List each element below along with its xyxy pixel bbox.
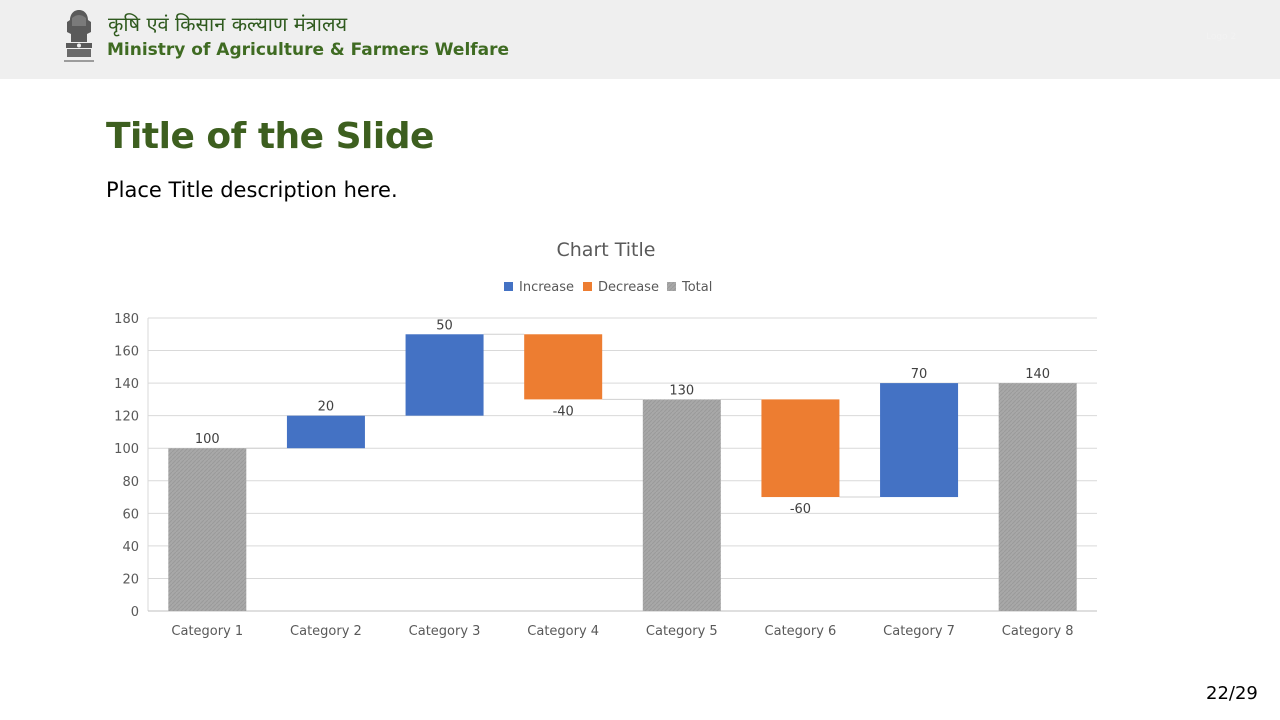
bar-decrease: [761, 399, 840, 498]
y-tick-label: 20: [122, 572, 139, 587]
x-tick-label: Category 2: [290, 624, 362, 639]
data-label: 20: [318, 400, 335, 415]
slide-title: Title of the Slide: [106, 116, 434, 157]
x-tick-label: Category 1: [171, 624, 243, 639]
data-label: -40: [553, 404, 574, 419]
x-axis: Category 1 Category 2 Category 3 Category 4…: [171, 624, 1073, 639]
data-label: 140: [1025, 367, 1050, 382]
x-tick-label: Category 8: [1002, 624, 1074, 639]
y-tick-label: 100: [114, 442, 139, 457]
ministry-hindi-title: कृषि एवं किसान कल्याण मंत्रालय: [108, 12, 348, 36]
header-banner: कृषि एवं किसान कल्याण मंत्रालय Ministry …: [0, 0, 1280, 79]
bar-decrease: [524, 334, 603, 400]
bar-total: [642, 399, 721, 611]
y-tick-label: 120: [114, 410, 139, 425]
x-tick-label: Category 7: [883, 624, 955, 639]
y-tick-label: 0: [131, 605, 139, 620]
page-number: 22/29: [1206, 683, 1258, 704]
x-tick-label: Category 3: [409, 624, 481, 639]
data-label: 100: [195, 432, 220, 447]
chart-legend: Increase Decrease Total: [504, 280, 712, 295]
x-tick-label: Category 4: [527, 624, 599, 639]
legend-label: Increase: [519, 280, 574, 295]
data-labels: 100 20 50 -40 130 -60 70 140: [195, 318, 1050, 517]
y-axis: 0 20 40 60 80 100 120 140 160 180: [114, 312, 139, 620]
bar-total: [998, 383, 1077, 611]
legend-label: Decrease: [598, 280, 659, 295]
ministry-english-title: Ministry of Agriculture & Farmers Welfar…: [107, 40, 510, 60]
slide-description: Place Title description here.: [106, 178, 398, 202]
legend-swatch: [667, 282, 676, 291]
bar-total: [168, 448, 247, 611]
data-label: 70: [911, 367, 928, 382]
y-tick-label: 180: [114, 312, 139, 327]
national-emblem-icon: [64, 10, 94, 62]
chart-title: Chart Title: [557, 239, 656, 261]
bar-increase: [405, 334, 484, 416]
bar-increase: [286, 415, 365, 449]
y-tick-label: 60: [122, 507, 139, 522]
bar-connectors: [246, 333, 999, 498]
y-tick-label: 160: [114, 345, 139, 360]
legend-swatch: [504, 282, 513, 291]
chart-gridlines: [147, 317, 1097, 612]
data-label: 130: [669, 383, 694, 398]
legend-label: Total: [681, 280, 712, 295]
y-tick-label: 40: [122, 540, 139, 555]
secondary-logo: Logo 2: [1206, 32, 1237, 42]
data-label: -60: [790, 502, 811, 517]
bar-increase: [880, 383, 959, 498]
x-tick-label: Category 5: [646, 624, 718, 639]
x-tick-label: Category 6: [765, 624, 837, 639]
legend-swatch: [583, 282, 592, 291]
y-tick-label: 140: [114, 377, 139, 392]
chart-bars: [168, 334, 1077, 611]
y-tick-label: 80: [122, 475, 139, 490]
data-label: 50: [436, 318, 453, 333]
